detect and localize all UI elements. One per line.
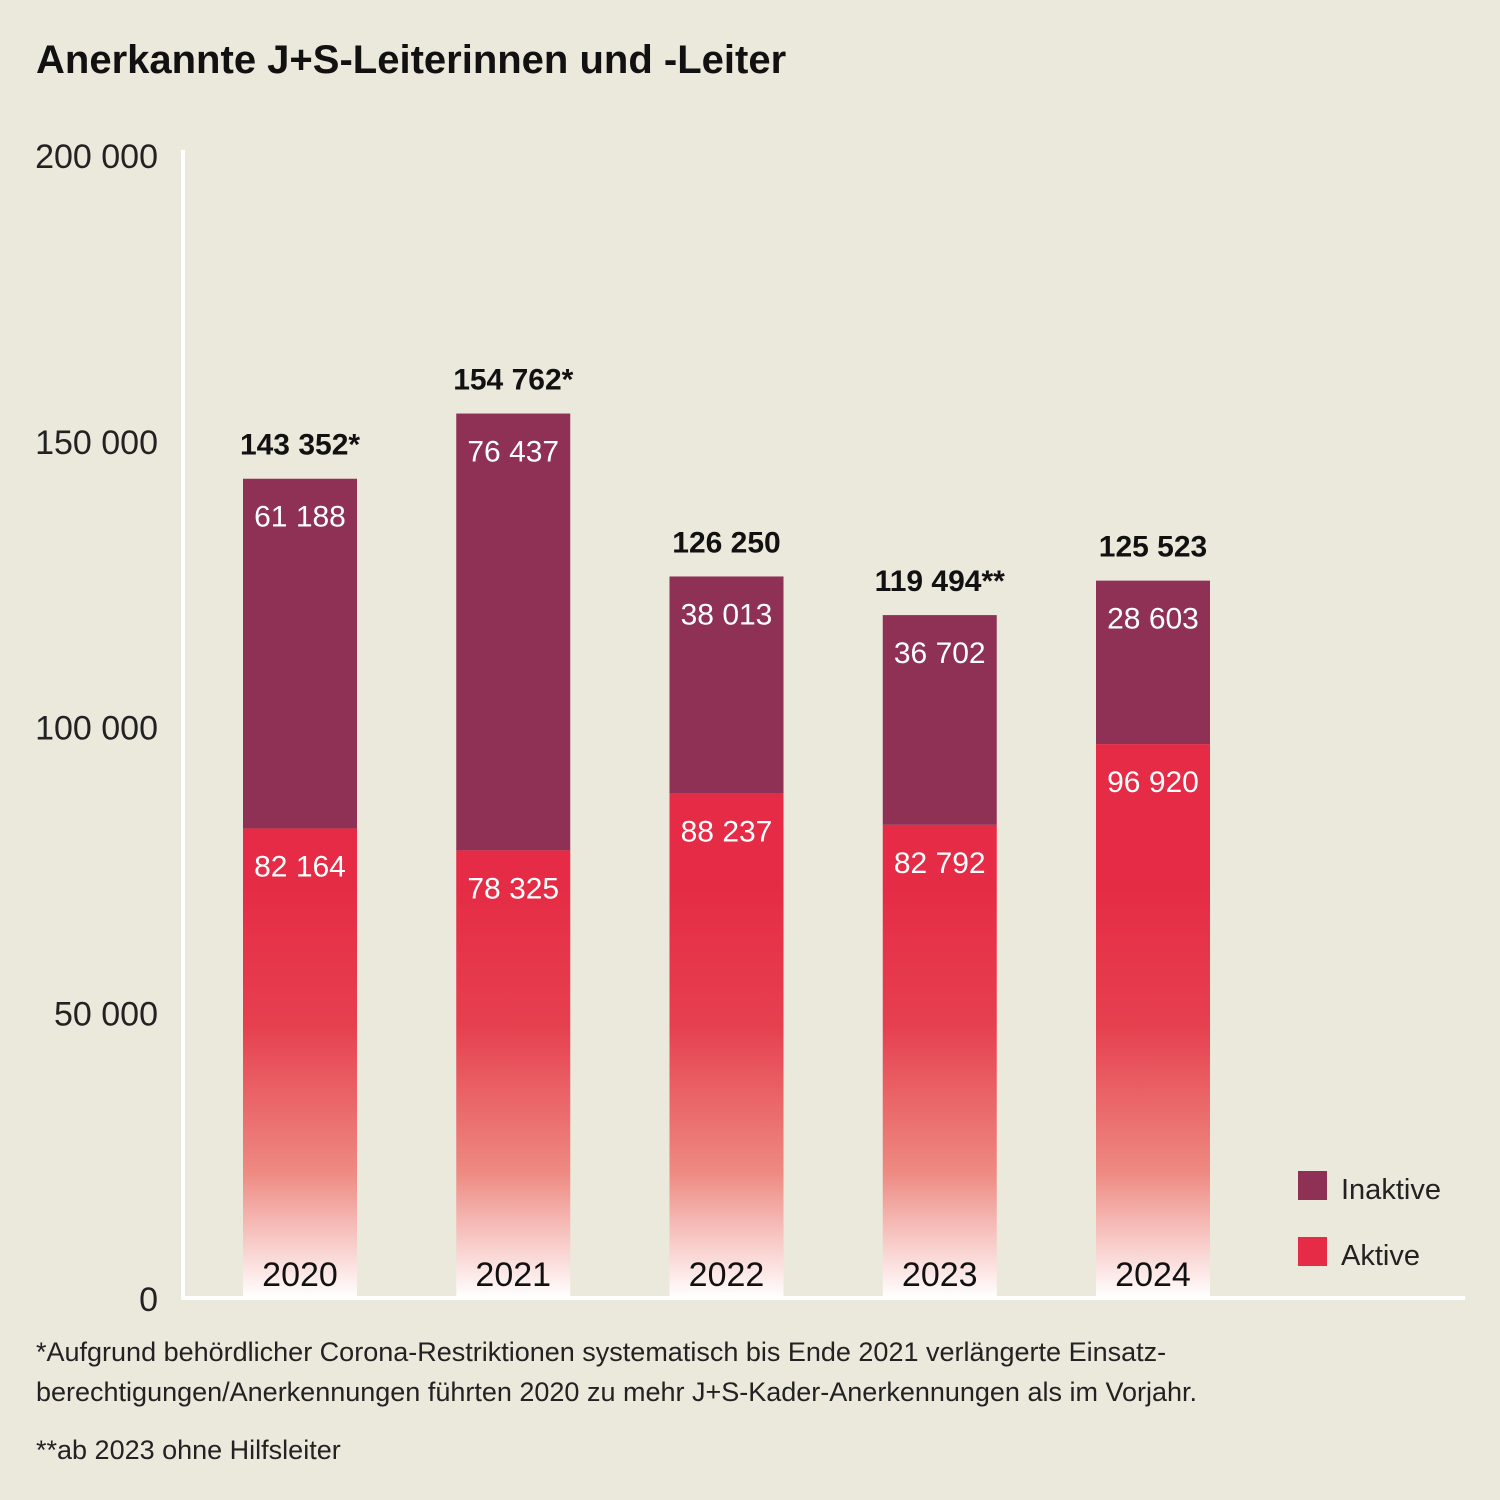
x-tick-label: 2024 bbox=[1115, 1256, 1191, 1294]
footnote-corona: *Aufgrund behördlicher Corona-Restriktio… bbox=[36, 1337, 1198, 1407]
data-label-inaktive: 38 013 bbox=[681, 598, 773, 631]
legend-label-aktive: Aktive bbox=[1341, 1240, 1420, 1272]
bar-aktive-2022 bbox=[669, 793, 784, 1298]
data-label-aktive: 96 920 bbox=[1107, 766, 1199, 799]
data-label-inaktive: 61 188 bbox=[254, 501, 346, 534]
footnote-hilfsleiter: **ab 2023 ohne Hilfsleiter bbox=[36, 1435, 341, 1465]
x-tick-label: 2021 bbox=[475, 1256, 551, 1294]
total-label: 119 494** bbox=[875, 565, 1005, 598]
x-tick-label: 2020 bbox=[262, 1256, 338, 1294]
data-label-inaktive: 76 437 bbox=[467, 436, 559, 469]
total-label: 125 523 bbox=[1099, 531, 1207, 564]
bar-aktive-2020 bbox=[243, 828, 357, 1298]
data-label-aktive: 82 792 bbox=[894, 847, 986, 880]
chart-title: Anerkannte J+S-Leiterinnen und -Leiter bbox=[36, 38, 787, 82]
legend-swatch-inaktive bbox=[1298, 1171, 1327, 1200]
x-tick-label: 2023 bbox=[902, 1256, 978, 1294]
x-tick-label: 2022 bbox=[689, 1256, 765, 1294]
data-label-aktive: 88 237 bbox=[681, 816, 773, 849]
legend-label-inaktive: Inaktive bbox=[1341, 1174, 1441, 1206]
total-label: 126 250 bbox=[672, 526, 780, 559]
y-tick-label: 100 000 bbox=[35, 710, 158, 748]
bar-inaktive-2023 bbox=[882, 615, 997, 825]
total-label: 154 762* bbox=[453, 364, 573, 397]
y-tick-label: 50 000 bbox=[54, 995, 158, 1033]
bar-inaktive-2024 bbox=[1096, 580, 1210, 745]
y-tick-label: 150 000 bbox=[35, 424, 158, 462]
data-label-inaktive: 36 702 bbox=[894, 637, 986, 670]
bar-aktive-2021 bbox=[456, 850, 571, 1298]
data-label-aktive: 78 325 bbox=[467, 872, 559, 905]
legend-swatch-aktive bbox=[1298, 1237, 1327, 1266]
bar-inaktive-2022 bbox=[669, 576, 784, 794]
bar-aktive-2024 bbox=[1096, 744, 1210, 1298]
bar-aktive-2023 bbox=[882, 824, 997, 1298]
bar-inaktive-2021 bbox=[456, 413, 571, 851]
data-label-inaktive: 28 603 bbox=[1107, 603, 1199, 636]
y-tick-label: 0 bbox=[139, 1281, 158, 1319]
bar-inaktive-2020 bbox=[243, 478, 357, 829]
total-label: 143 352* bbox=[240, 429, 360, 462]
y-tick-label: 200 000 bbox=[35, 138, 158, 176]
data-label-aktive: 82 164 bbox=[254, 850, 346, 883]
